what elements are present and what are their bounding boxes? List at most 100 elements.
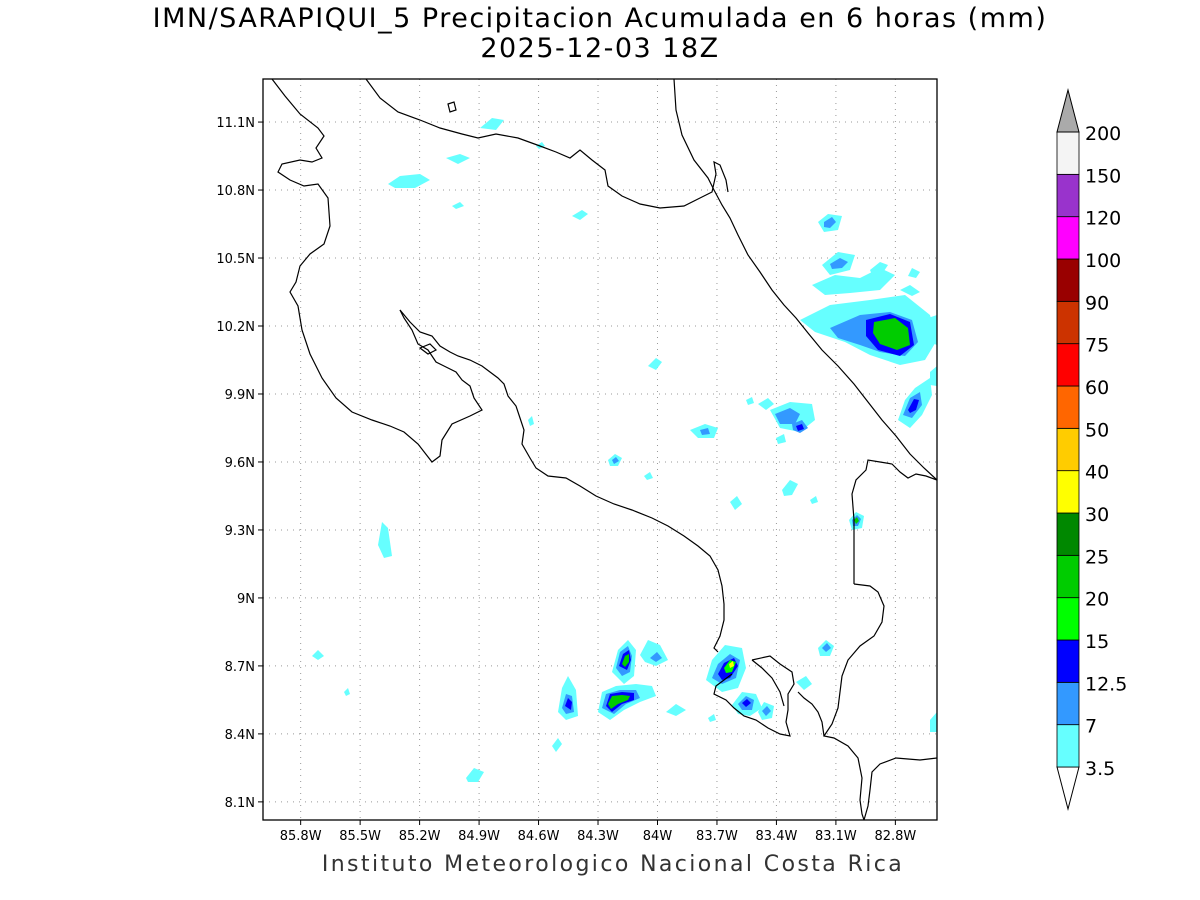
y-tick-label: 10.2N [216,320,255,335]
legend-swatch [1056,173,1080,218]
x-tick-label: 83.7W [696,829,738,844]
rain-cell [854,517,859,524]
y-tick-label: 8.7N [225,660,255,675]
legend-swatch [1056,681,1080,726]
legend-label: 20 [1085,589,1109,611]
y-tick-label: 11.1N [216,116,255,131]
legend-swatch [1056,427,1080,472]
rain-cell [908,399,919,413]
golfo-dulce [751,659,785,707]
legend-label: 7 [1085,716,1097,738]
legend-label: 120 [1085,208,1121,230]
legend-swatch [1056,385,1080,429]
y-tick-label: 8.1N [225,796,255,811]
map-title: IMN/SARAPIQUI_5 Precipitacion Acumulada … [152,3,1048,34]
rain-cell [640,640,668,666]
rain-cell [908,268,920,278]
x-tick-label: 84.3W [577,829,619,844]
rain-cell [608,695,630,709]
y-tick-label: 10.5N [216,252,255,267]
y-tick-label: 9.9N [225,388,255,403]
punta-burica [797,691,825,737]
nicoya-island [418,343,438,355]
rain-cell [782,480,798,496]
rain-cell [552,738,562,752]
rain-cell [775,408,800,424]
rain-cell [650,652,662,662]
rain-cell [378,522,392,558]
legend-swatch [1056,639,1080,683]
rain-cell [612,457,619,464]
legend-swatch [1056,131,1080,175]
osa-peninsula [713,655,795,737]
rain-cell [900,285,920,296]
rain-cell [742,699,751,707]
legend-swatch [1056,470,1080,514]
northern-border [365,79,729,209]
rain-cell-osa-max [729,661,734,668]
panama-border [851,459,937,584]
legend-swatch [1056,512,1080,556]
legend-label: 100 [1085,250,1121,272]
legend-label: 75 [1085,335,1109,357]
map-grid [263,79,937,820]
legend-label: 3.5 [1085,758,1115,780]
rain-cell [824,217,836,228]
legend-label: 40 [1085,462,1109,484]
rain-cell [648,358,662,370]
x-tick-label: 82.8W [874,829,916,844]
x-tick-label: 85.2W [399,829,441,844]
rain-cell [810,496,818,504]
rain-cell [446,154,470,164]
x-tick-label: 84W [643,829,673,844]
color-legend: 3.5 7 12.5 15 20 25 30 40 50 60 75 90 100 120 150 200 [1056,88,1127,811]
rain-cell [758,398,774,410]
rain-cell [730,496,742,510]
coastline [271,79,937,820]
rain-cell [536,142,545,149]
rain-cell [796,676,812,690]
y-tick-label: 8.4N [225,728,255,743]
rain-cell [622,654,629,667]
plot-frame [262,78,938,821]
x-tick-label: 84.6W [518,829,560,844]
y-tick-label: 10.8N [216,184,255,199]
rain-cell [452,202,464,209]
rain-cell [572,210,588,220]
legend-label: 50 [1085,419,1109,441]
rain-cell [565,698,572,710]
rain-cell [666,704,686,716]
footer-credit: Instituto Meteorologico Nacional Costa R… [321,852,905,877]
legend-label: 60 [1085,377,1109,399]
x-tick-label: 85.8W [280,829,322,844]
precipitation-contours [312,118,937,782]
legend-swatch [1056,258,1080,302]
legend-label: 90 [1085,292,1109,314]
rain-cell-caribbean-max [873,318,910,350]
legend-label: 200 [1085,123,1121,145]
rain-cell [312,650,324,660]
legend-swatch [1056,343,1080,387]
y-tick-label: 9N [237,592,255,607]
rain-cell [708,714,716,722]
rain-cell [466,768,484,782]
island [447,101,457,113]
legend-label: 15 [1085,631,1109,653]
legend-swatch [1056,216,1080,260]
rain-cell [776,434,786,444]
rain-cell [822,643,831,652]
legend-swatch [1056,300,1080,345]
rain-cell [830,258,848,269]
rain-cell [700,428,710,435]
legend-label: 25 [1085,546,1109,568]
x-tick-label: 85.5W [339,829,381,844]
axis-ticks: 85.8W 85.5W 85.2W 84.9W 84.6W 84.3W 84W 83.7W 83… [216,116,916,844]
legend-underflow-arrow [1056,766,1080,811]
gulf-of-nicoya [399,309,725,653]
rain-cell [762,706,771,716]
pacific-coast-nicoya [271,79,483,463]
y-tick-label: 9.6N [225,456,255,471]
legend-label: 150 [1085,165,1121,187]
rain-cell [922,315,937,345]
